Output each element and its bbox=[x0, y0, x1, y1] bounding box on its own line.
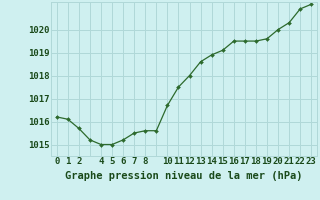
X-axis label: Graphe pression niveau de la mer (hPa): Graphe pression niveau de la mer (hPa) bbox=[65, 171, 303, 181]
